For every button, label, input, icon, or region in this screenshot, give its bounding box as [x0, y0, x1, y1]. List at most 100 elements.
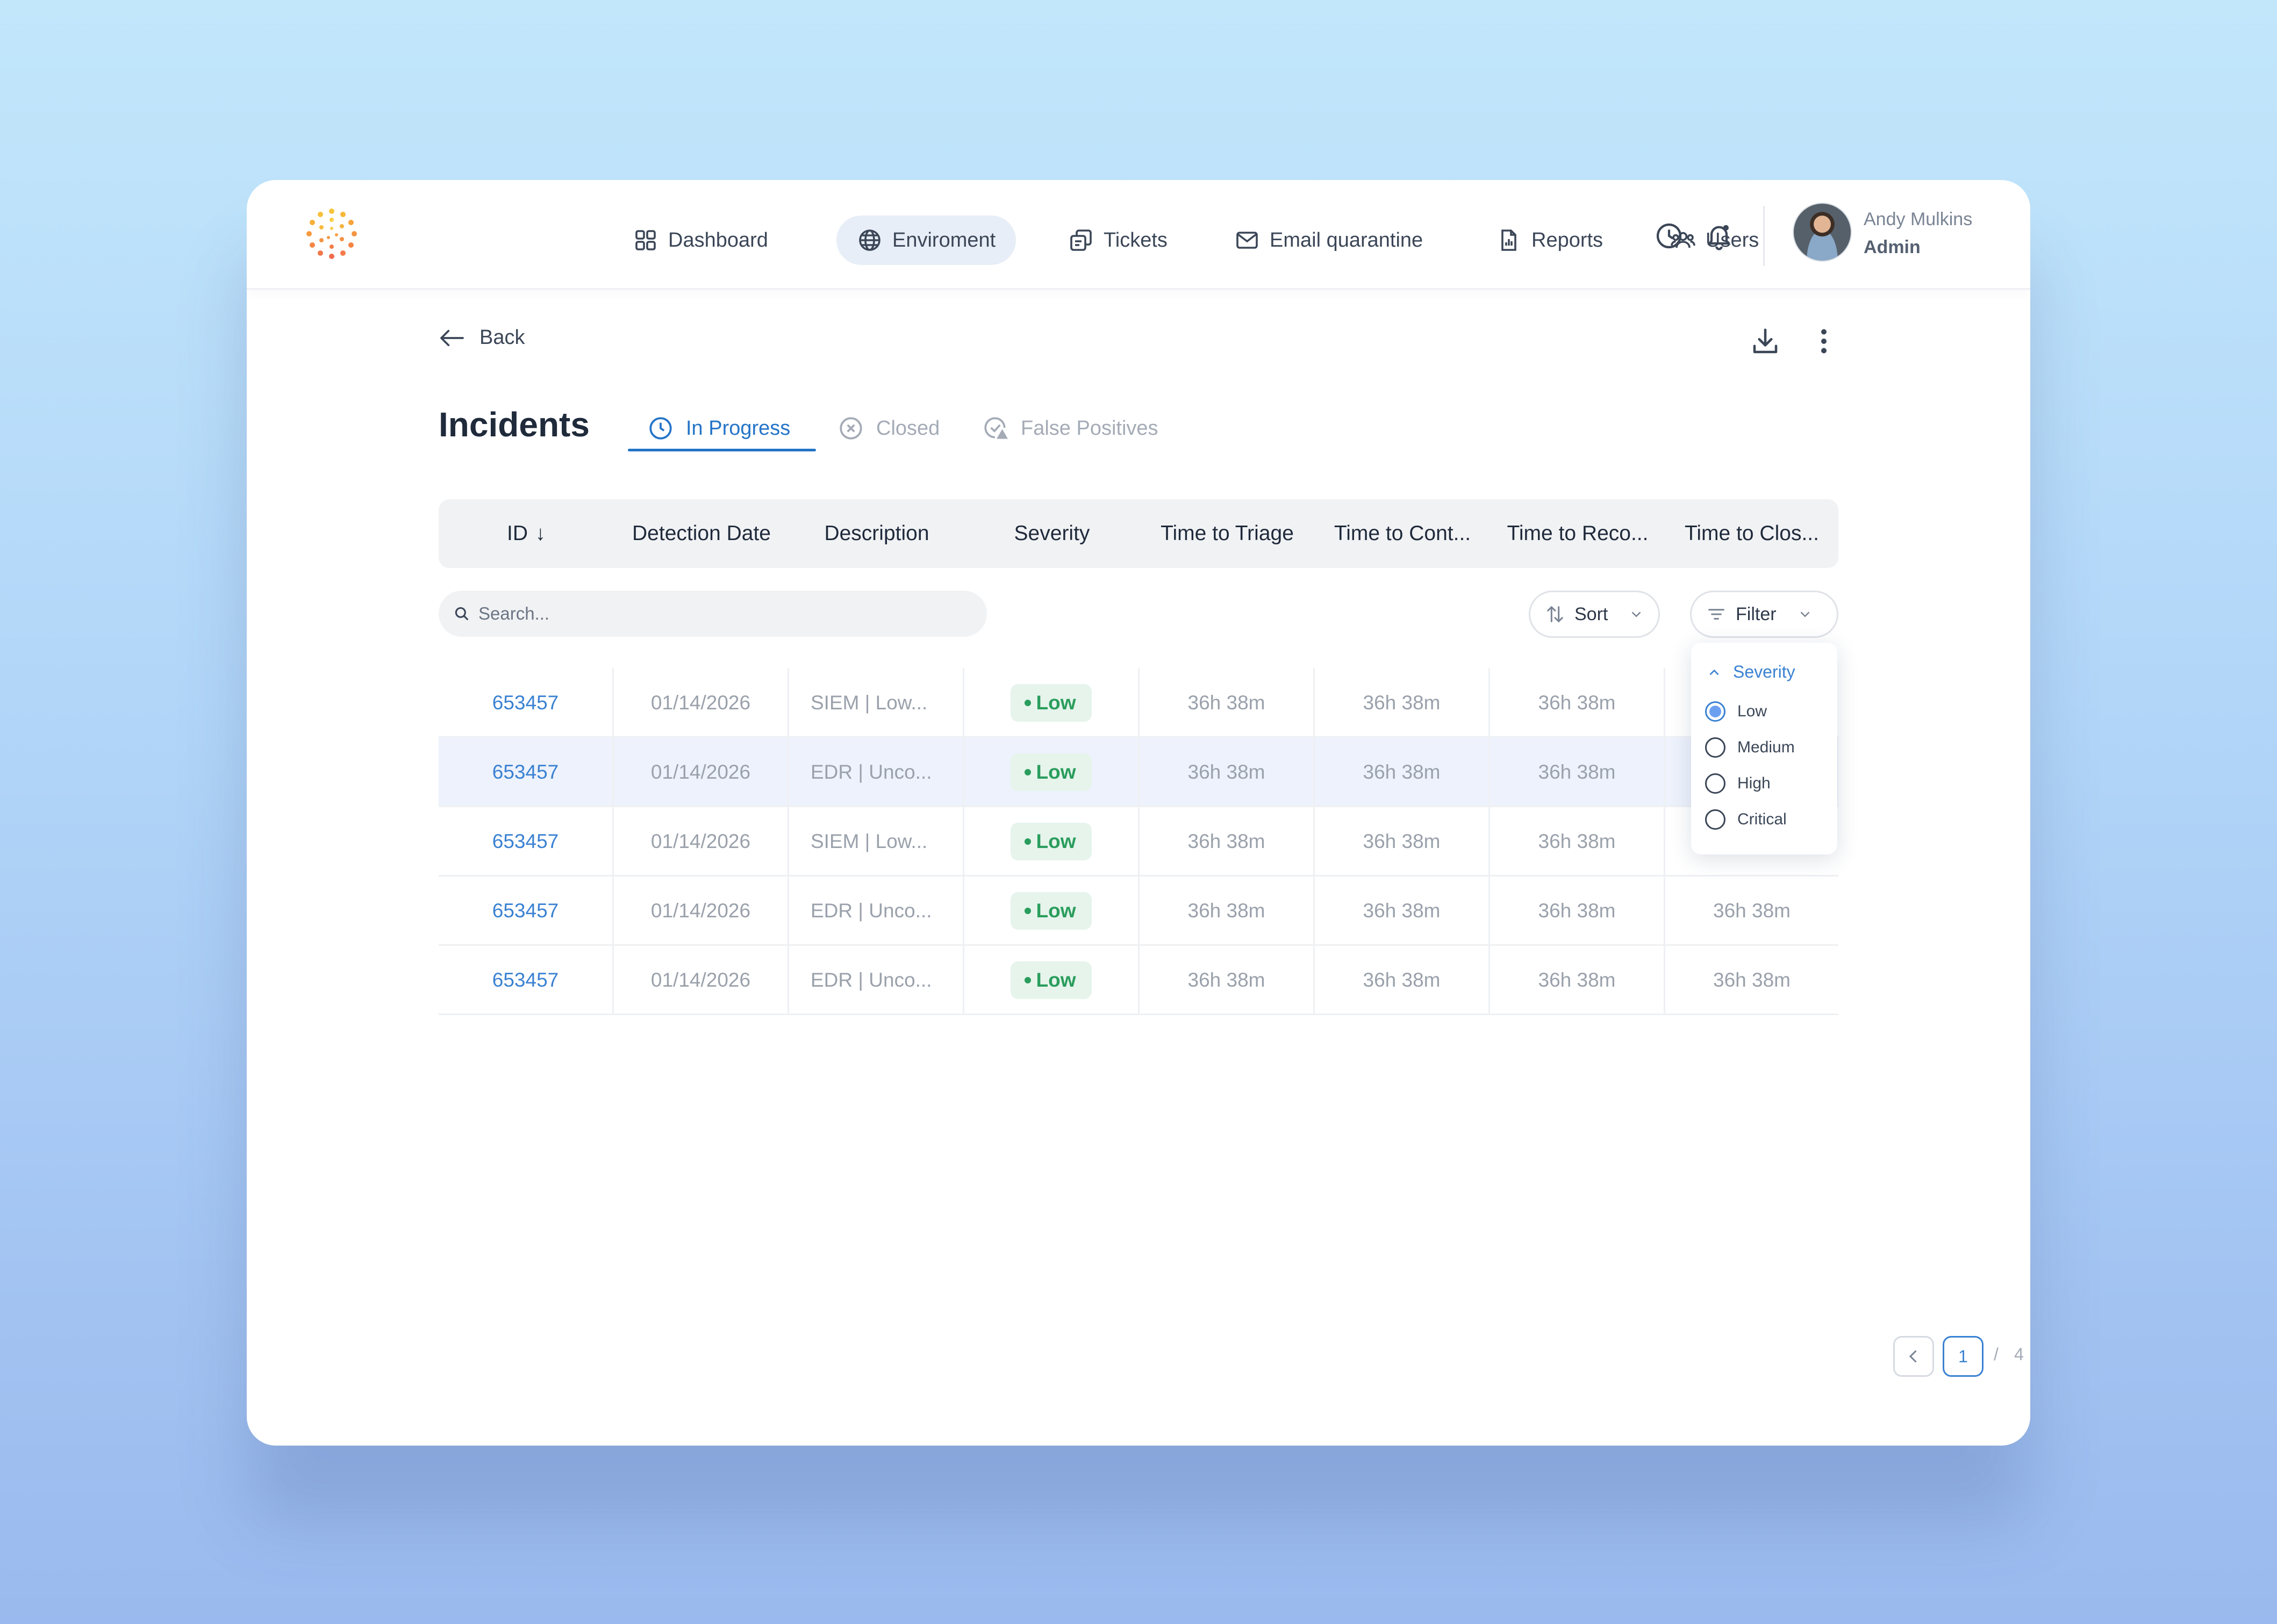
severity-badge: Low: [1010, 684, 1092, 722]
user-name: Andy Mulkins: [1864, 209, 1973, 229]
cell-time-to-contain: 36h 38m: [1315, 737, 1490, 807]
column-header-description[interactable]: Description: [789, 499, 964, 568]
nav-label-dashboard: Dashboard: [668, 228, 768, 251]
tab-closed[interactable]: Closed: [837, 406, 940, 451]
pagination-current-page[interactable]: 1: [1943, 1336, 1984, 1377]
radio-button[interactable]: [1705, 737, 1725, 758]
download-icon[interactable]: [1749, 325, 1781, 357]
column-header-id[interactable]: ID ↓: [439, 499, 614, 568]
pagination-prev-button[interactable]: [1893, 1336, 1934, 1377]
cell-time-to-contain: 36h 38m: [1315, 876, 1490, 946]
cell-detection-date: 01/14/2026: [614, 737, 789, 807]
tickets-icon: [1070, 229, 1092, 251]
column-label: Time to Cont...: [1334, 522, 1471, 545]
pagination-separator: /: [1994, 1345, 1999, 1364]
column-header-severity[interactable]: Severity: [964, 499, 1140, 568]
cell-time-to-contain: 36h 38m: [1315, 807, 1490, 876]
filter-option-high[interactable]: High: [1705, 773, 1771, 794]
back-label: Back: [479, 326, 525, 349]
top-navigation: [247, 180, 2030, 290]
cell-id[interactable]: 653457: [439, 876, 614, 946]
tab-label: Closed: [876, 416, 940, 440]
nav-item-tickets[interactable]: Tickets: [1048, 215, 1188, 265]
nav-label-tickets: Tickets: [1104, 228, 1168, 251]
nav-item-enviroment[interactable]: Enviroment: [836, 215, 1016, 265]
severity-badge: Low: [1010, 892, 1092, 930]
cell-time-to-triage: 36h 38m: [1140, 668, 1315, 738]
radio-button[interactable]: [1705, 773, 1725, 794]
severity-label: Low: [1036, 969, 1076, 991]
filter-option-label: High: [1737, 774, 1771, 792]
cell-description: EDR | Unco...: [789, 737, 964, 807]
cell-time-to-recover: 36h 38m: [1490, 945, 1665, 1015]
cell-detection-date: 01/14/2026: [614, 876, 789, 946]
radio-button[interactable]: [1705, 809, 1725, 830]
clock-icon: [649, 417, 672, 440]
nav-item-reports[interactable]: Reports: [1476, 215, 1623, 265]
cell-time-to-triage: 36h 38m: [1140, 807, 1315, 876]
history-icon[interactable]: [1654, 221, 1684, 251]
back-button[interactable]: Back: [439, 326, 525, 349]
filter-option-label: Medium: [1737, 738, 1795, 756]
filter-option-low[interactable]: Low: [1705, 701, 1767, 722]
status-dot-icon: [1024, 977, 1031, 983]
brand-logo-icon[interactable]: [305, 207, 359, 261]
table-row[interactable]: 653457 01/14/2026 EDR | Unco... Low 36h 38m 3…: [439, 876, 1838, 946]
search-icon: [455, 607, 469, 621]
search-input[interactable]: [478, 603, 962, 624]
bell-icon[interactable]: [1704, 221, 1734, 251]
cell-description: EDR | Unco...: [789, 945, 964, 1015]
severity-label: Low: [1036, 830, 1076, 852]
nav-label-enviroment: Enviroment: [892, 228, 996, 251]
table-header: ID ↓ Detection Date Description Severity…: [439, 499, 1838, 568]
column-header-time-to-close[interactable]: Time to Clos...: [1665, 499, 1838, 568]
filter-icon: [1708, 609, 1724, 620]
filter-option-medium[interactable]: Medium: [1705, 737, 1795, 758]
severity-label: Low: [1036, 761, 1076, 783]
cell-severity: Low: [964, 945, 1140, 1015]
search-box[interactable]: [439, 591, 987, 637]
users-icon: [1671, 232, 1695, 248]
cell-id[interactable]: 653457: [439, 668, 614, 738]
cell-time-to-recover: 36h 38m: [1490, 668, 1665, 738]
cell-id[interactable]: 653457: [439, 737, 614, 807]
cell-severity: Low: [964, 876, 1140, 946]
nav-item-users[interactable]: Users: [1650, 215, 1779, 265]
column-label: Time to Reco...: [1507, 522, 1649, 545]
globe-icon: [859, 229, 880, 251]
nav-item-email-quarantine[interactable]: Email quarantine: [1214, 215, 1443, 265]
cell-time-to-recover: 36h 38m: [1490, 876, 1665, 946]
column-label: Severity: [1014, 522, 1090, 545]
table-row[interactable]: 653457 01/14/2026 SIEM | Low... Low 36h 38m 3…: [439, 668, 1838, 738]
column-header-time-to-contain[interactable]: Time to Cont...: [1315, 499, 1490, 568]
table-row[interactable]: 653457 01/14/2026 EDR | Unco... Low 36h 38m 3…: [439, 945, 1838, 1015]
cell-id[interactable]: 653457: [439, 807, 614, 876]
table-row[interactable]: 653457 01/14/2026 EDR | Unco... Low 36h 38m 3…: [439, 737, 1838, 807]
radio-button[interactable]: [1705, 701, 1725, 722]
avatar[interactable]: [1793, 203, 1852, 262]
status-dot-icon: [1024, 908, 1031, 914]
cell-time-to-close: 36h 38m: [1713, 900, 1791, 922]
nav-divider: [1763, 206, 1765, 266]
cell-id[interactable]: 653457: [439, 945, 614, 1015]
cell-description: SIEM | Low...: [789, 807, 964, 876]
column-header-time-to-triage[interactable]: Time to Triage: [1140, 499, 1315, 568]
more-vertical-icon[interactable]: [1808, 325, 1840, 357]
sort-icon: [1547, 606, 1563, 622]
table-row[interactable]: 653457 01/14/2026 SIEM | Low... Low 36h 38m 3…: [439, 807, 1838, 876]
cell-time-to-close: 36h 38m: [1713, 969, 1791, 991]
column-header-time-to-recover[interactable]: Time to Reco...: [1490, 499, 1665, 568]
mail-icon: [1236, 232, 1258, 249]
filter-group-severity[interactable]: Severity: [1707, 662, 1795, 682]
severity-label: Low: [1036, 692, 1076, 714]
nav-item-dashboard[interactable]: Dashboard: [612, 215, 789, 265]
nav-label-email-quarantine: Email quarantine: [1270, 228, 1423, 251]
tab-false-positives[interactable]: False Positives: [982, 406, 1158, 451]
filter-button[interactable]: Filter: [1690, 591, 1838, 638]
filter-option-critical[interactable]: Critical: [1705, 809, 1787, 830]
sort-button[interactable]: Sort: [1529, 591, 1660, 638]
column-header-detection-date[interactable]: Detection Date: [614, 499, 789, 568]
nav-label-reports: Reports: [1531, 228, 1603, 251]
tab-in-progress[interactable]: In Progress: [647, 406, 790, 451]
pagination-total-pages: 4: [2014, 1345, 2024, 1364]
